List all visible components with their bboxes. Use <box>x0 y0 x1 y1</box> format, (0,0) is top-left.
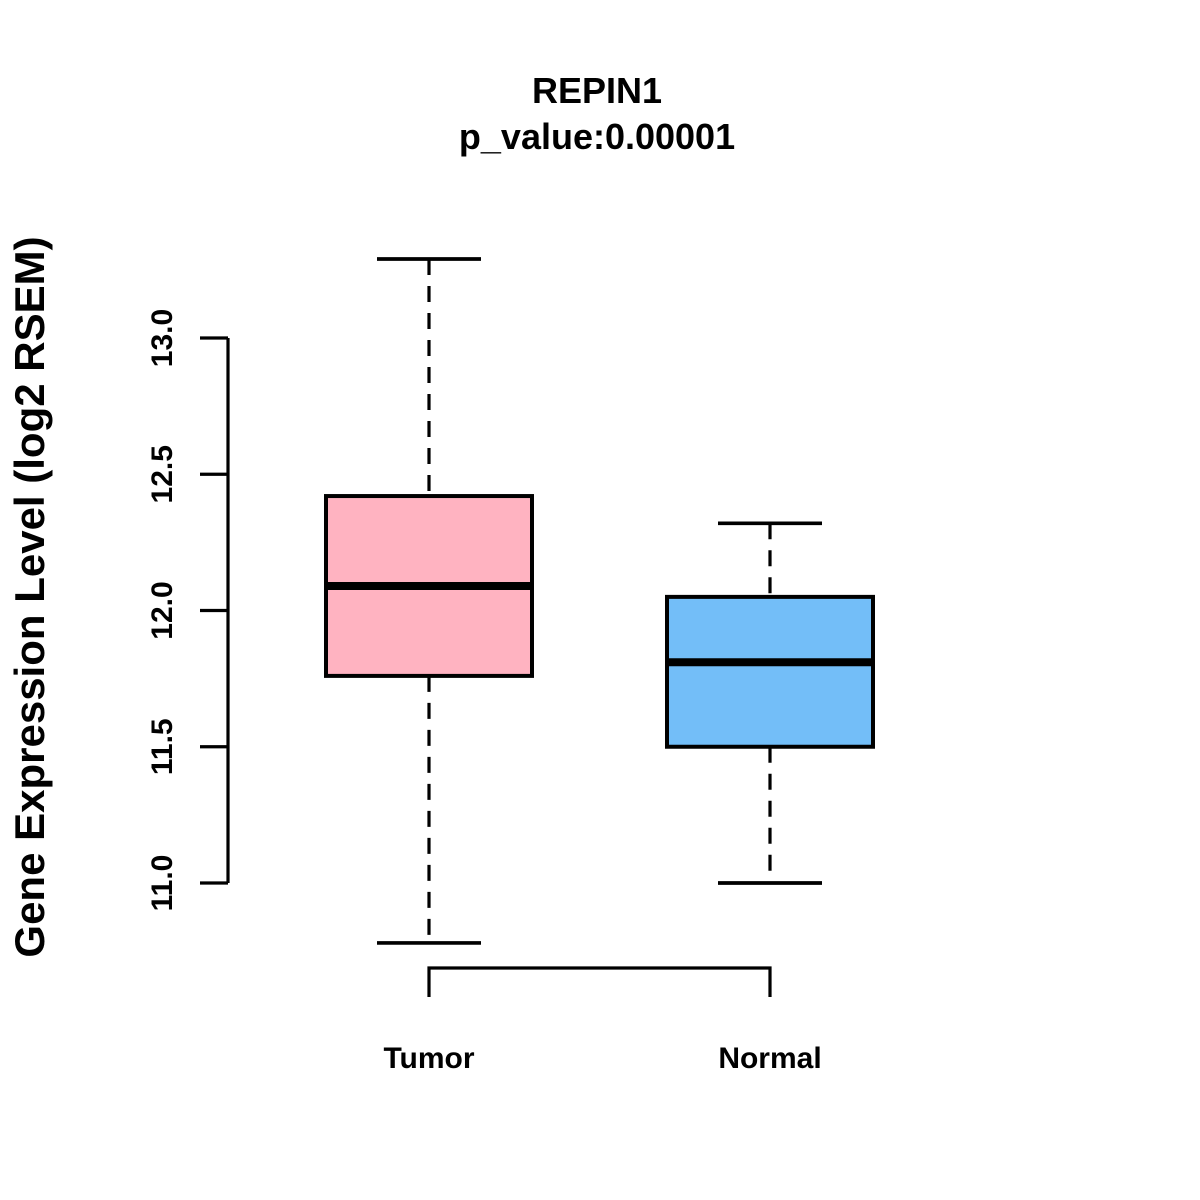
x-category-label: Normal <box>718 1042 821 1075</box>
y-axis-tick-label: 11.0 <box>146 855 179 912</box>
y-axis-tick-label: 12.5 <box>146 445 179 503</box>
y-axis-tick-label: 13.0 <box>146 309 179 367</box>
chart-subtitle-pvalue: p_value:0.00001 <box>458 116 736 157</box>
y-axis-title: Gene Expression Level (log2 RSEM) <box>6 236 53 958</box>
iqr-box <box>665 594 875 749</box>
box-group-normal: Normal <box>665 521 875 1075</box>
y-axis-tick-label: 11.5 <box>146 718 179 775</box>
box-group-tumor: Tumor <box>324 257 534 1075</box>
chart-title: REPIN1 <box>531 70 663 111</box>
y-axis-tick-label: 12.0 <box>146 581 179 639</box>
x-category-label: Tumor <box>383 1042 474 1075</box>
title-block: REPIN1 p_value:0.00001 <box>297 68 897 160</box>
x-axis-bracket <box>427 966 772 997</box>
